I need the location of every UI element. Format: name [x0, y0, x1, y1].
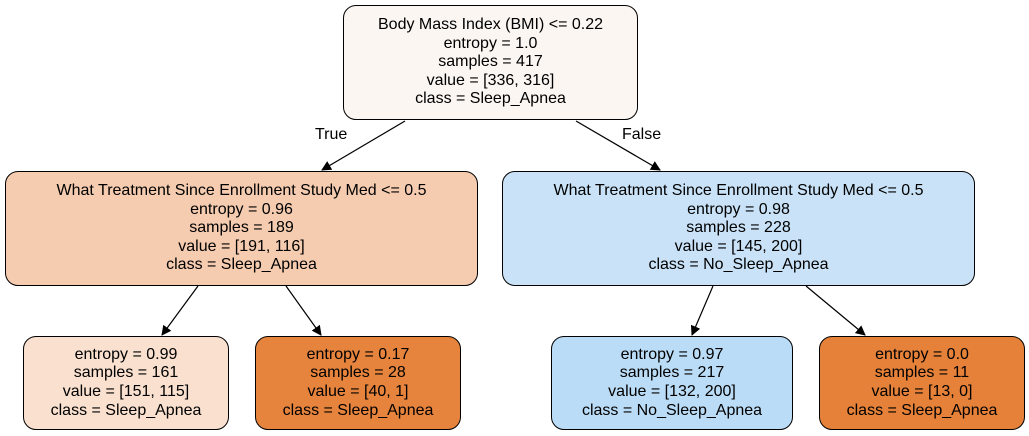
right-class: class = No_Sleep_Apnea — [648, 256, 829, 274]
leaf2-class: class = Sleep_Apnea — [282, 401, 434, 419]
root-samples: samples = 417 — [438, 53, 543, 71]
tree-leaf-3: entropy = 0.97 samples = 217 value = [13… — [551, 336, 793, 430]
root-split-condition: Body Mass Index (BMI) <= 0.22 — [378, 16, 603, 34]
right-entropy: entropy = 0.98 — [687, 200, 790, 218]
edge-right-leaf4 — [805, 285, 866, 336]
edge-right-leaf3 — [690, 285, 714, 336]
tree-leaf-1: entropy = 0.99 samples = 161 value = [15… — [23, 336, 229, 430]
tree-leaf-4: entropy = 0.0 samples = 11 value = [13, … — [819, 336, 1025, 430]
leaf1-samples: samples = 161 — [73, 364, 179, 382]
root-class: class = Sleep_Apnea — [415, 90, 566, 108]
leaf4-entropy: entropy = 0.0 — [875, 345, 969, 363]
leaf2-entropy: entropy = 0.17 — [306, 345, 410, 363]
left-class: class = Sleep_Apnea — [166, 256, 317, 274]
leaf3-value: value = [132, 200] — [608, 383, 736, 400]
tree-node-right: What Treatment Since Enrollment Study Me… — [502, 171, 975, 286]
leaf1-entropy: entropy = 0.99 — [74, 345, 178, 363]
leaf1-value: value = [151, 115] — [62, 383, 190, 400]
leaf2-value: value = [40, 1] — [307, 383, 409, 400]
right-samples: samples = 228 — [686, 219, 791, 237]
tree-node-left: What Treatment Since Enrollment Study Me… — [5, 171, 478, 286]
tree-leaf-2: entropy = 0.17 samples = 28 value = [40,… — [255, 336, 461, 430]
leaf2-samples: samples = 28 — [310, 364, 406, 382]
leaf1-class: class = Sleep_Apnea — [50, 401, 202, 419]
root-entropy: entropy = 1.0 — [443, 34, 538, 52]
leaf4-samples: samples = 11 — [874, 364, 970, 382]
tree-node-root: Body Mass Index (BMI) <= 0.22 entropy = … — [343, 5, 638, 120]
leaf4-class: class = Sleep_Apnea — [846, 401, 998, 419]
left-samples: samples = 189 — [189, 219, 294, 237]
edge-root-right — [575, 120, 661, 171]
left-split-condition: What Treatment Since Enrollment Study Me… — [56, 182, 427, 200]
right-value: value = [145, 200] — [674, 237, 803, 255]
leaf3-samples: samples = 217 — [619, 364, 725, 382]
edge-label-true: True — [315, 126, 348, 143]
right-split-condition: What Treatment Since Enrollment Study Me… — [553, 182, 924, 200]
leaf3-entropy: entropy = 0.97 — [620, 345, 724, 363]
edge-left-leaf2 — [285, 285, 322, 336]
left-entropy: entropy = 0.96 — [190, 200, 293, 218]
leaf4-value: value = [13, 0] — [871, 383, 973, 400]
left-value: value = [191, 116] — [178, 237, 305, 255]
leaf3-class: class = No_Sleep_Apnea — [581, 401, 763, 419]
root-value: value = [336, 316] — [426, 71, 555, 89]
edge-root-left — [321, 120, 406, 171]
edge-label-false: False — [622, 126, 662, 143]
edge-left-leaf1 — [161, 285, 199, 336]
